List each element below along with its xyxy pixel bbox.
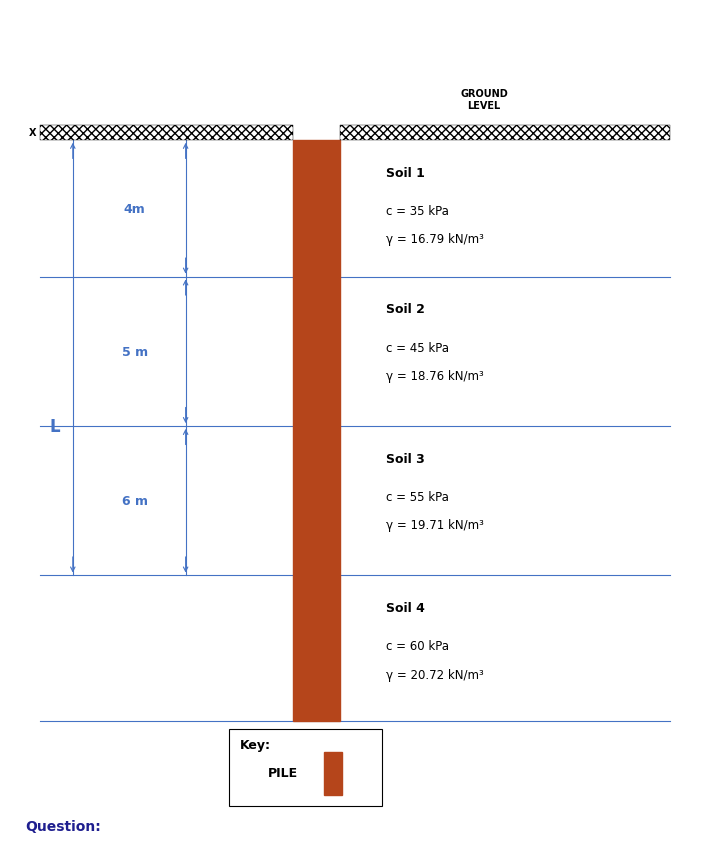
Text: Question:: Question:: [25, 819, 101, 833]
Text: c = 60 kPa: c = 60 kPa: [386, 640, 449, 653]
Text: 5 m: 5 m: [122, 345, 148, 358]
Text: Key:: Key:: [240, 738, 272, 751]
Text: Soil 3: Soil 3: [386, 452, 424, 465]
Text: 6 m: 6 m: [122, 495, 148, 508]
Text: γ = 16.79 kN/m³: γ = 16.79 kN/m³: [386, 233, 483, 246]
Text: Soil 1: Soil 1: [386, 166, 424, 179]
Text: X: X: [29, 128, 36, 138]
Text: 4m: 4m: [124, 202, 146, 216]
Bar: [324, 752, 342, 795]
Text: PILE: PILE: [268, 766, 298, 779]
Text: c = 45 kPa: c = 45 kPa: [386, 341, 449, 354]
Bar: [341, 125, 670, 141]
Text: γ = 20.72 kN/m³: γ = 20.72 kN/m³: [386, 668, 483, 681]
Text: γ = 18.76 kN/m³: γ = 18.76 kN/m³: [386, 369, 483, 382]
Bar: [229, 729, 382, 806]
Text: L: L: [50, 417, 60, 436]
Text: Soil 4: Soil 4: [386, 601, 424, 614]
Text: γ = 19.71 kN/m³: γ = 19.71 kN/m³: [386, 519, 483, 531]
Bar: [293, 141, 341, 721]
Text: GROUND
LEVEL: GROUND LEVEL: [460, 90, 508, 111]
Text: c = 35 kPa: c = 35 kPa: [386, 205, 448, 218]
Text: c = 55 kPa: c = 55 kPa: [386, 490, 448, 503]
Text: Soil 2: Soil 2: [386, 303, 424, 316]
Bar: [40, 125, 293, 141]
